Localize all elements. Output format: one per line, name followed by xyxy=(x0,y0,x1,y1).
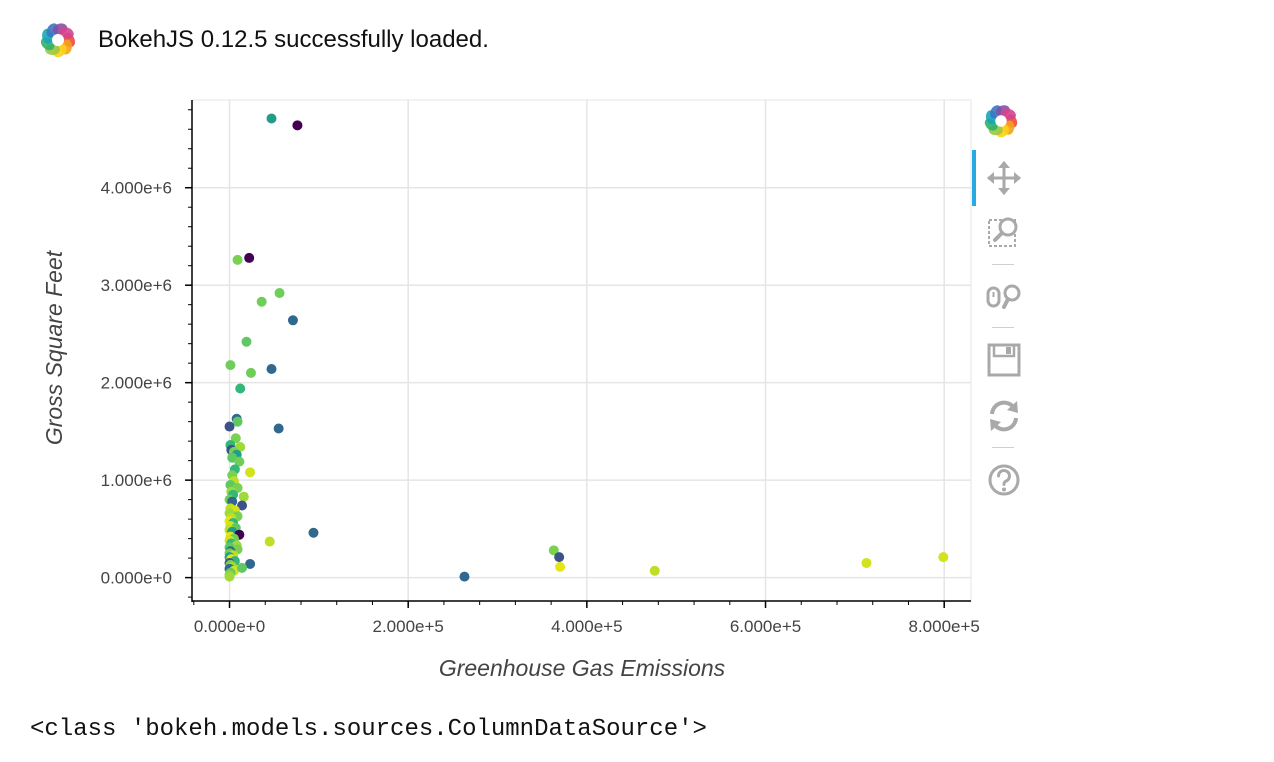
scatter-point xyxy=(237,562,248,573)
logo-petal xyxy=(1002,108,1016,120)
scatter-point xyxy=(245,367,256,378)
toolbar-divider xyxy=(992,264,1014,265)
scatter-point xyxy=(235,383,246,394)
scatter-point xyxy=(245,558,256,569)
scatter-point xyxy=(244,252,255,263)
logo-petal xyxy=(59,27,74,39)
help-icon xyxy=(988,464,1020,496)
data-points xyxy=(224,113,949,582)
x-tick-label: 8.000e+5 xyxy=(909,617,980,636)
save-tool-button[interactable] xyxy=(984,340,1024,380)
y-tick-label: 2.000e+6 xyxy=(101,374,172,393)
scatter-point xyxy=(238,491,249,502)
scatter-point xyxy=(266,364,277,375)
x-tick-label: 6.000e+5 xyxy=(730,617,801,636)
scatter-point xyxy=(308,527,319,538)
scatter-point xyxy=(273,423,284,434)
scatter-point xyxy=(459,571,470,582)
logo-center xyxy=(52,34,64,46)
scatter-point xyxy=(256,296,267,307)
y-tick-label: 0.000e+0 xyxy=(101,569,172,588)
load-status-text: BokehJS 0.12.5 successfully loaded. xyxy=(98,26,489,53)
scatter-point xyxy=(234,456,245,467)
reset-icon xyxy=(990,400,1018,432)
grid-lines xyxy=(191,99,972,602)
scatter-point xyxy=(555,561,566,572)
scatter-plot[interactable]: 0.000e+0 2.000e+5 4.000e+5 6.000e+5 8.000e+5… xyxy=(0,0,1274,700)
plot-frame xyxy=(191,99,972,602)
wheel-zoom-tool-button[interactable] xyxy=(984,276,1024,316)
scatter-point xyxy=(232,416,243,427)
y-axis-label: Gross Square Feet xyxy=(41,249,67,445)
active-tool-indicator xyxy=(972,150,976,206)
toolbar-divider xyxy=(992,327,1014,328)
scatter-point xyxy=(548,545,559,556)
help-tool-button[interactable] xyxy=(984,460,1024,500)
y-tick-label: 4.000e+6 xyxy=(101,179,172,198)
scatter-point xyxy=(232,254,243,265)
toolbar-divider xyxy=(992,447,1014,448)
x-tick-label: 4.000e+5 xyxy=(551,617,622,636)
scatter-point xyxy=(938,552,949,563)
axes: 0.000e+0 2.000e+5 4.000e+5 6.000e+5 8.000e+5… xyxy=(101,100,980,636)
x-tick-label: 0.000e+0 xyxy=(194,617,265,636)
box-zoom-icon xyxy=(988,217,1018,247)
scatter-point xyxy=(554,552,565,563)
scatter-point xyxy=(649,565,660,576)
scatter-point xyxy=(292,120,303,131)
scatter-point xyxy=(230,433,241,444)
x-axis-label: Greenhouse Gas Emissions xyxy=(439,655,726,681)
box-zoom-tool-button[interactable] xyxy=(984,212,1024,252)
save-icon xyxy=(987,343,1021,377)
scatter-point xyxy=(224,571,235,582)
scatter-point xyxy=(266,113,277,124)
x-tick-label: 2.000e+5 xyxy=(372,617,443,636)
reset-tool-button[interactable] xyxy=(984,396,1024,436)
scatter-point xyxy=(224,421,235,432)
plot-toolbar xyxy=(972,96,1034,516)
scatter-point xyxy=(241,336,252,347)
scatter-point xyxy=(274,287,285,298)
pan-tool-button[interactable] xyxy=(984,158,1024,198)
y-tick-label: 1.000e+6 xyxy=(101,471,172,490)
bokeh-logo-icon xyxy=(984,105,1018,138)
scatter-point xyxy=(237,500,248,511)
cell-output-text: <class 'bokeh.models.sources.ColumnDataS… xyxy=(30,716,707,743)
bokeh-logo-icon xyxy=(40,23,76,58)
scatter-point xyxy=(287,315,298,326)
y-tick-label: 3.000e+6 xyxy=(101,276,172,295)
logo-center xyxy=(995,115,1007,127)
scatter-point xyxy=(245,467,256,478)
wheel-zoom-icon xyxy=(986,284,1021,309)
scatter-point xyxy=(861,557,872,568)
scatter-point xyxy=(225,360,236,371)
scatter-point xyxy=(264,536,275,547)
move-arrows-icon xyxy=(987,161,1021,195)
